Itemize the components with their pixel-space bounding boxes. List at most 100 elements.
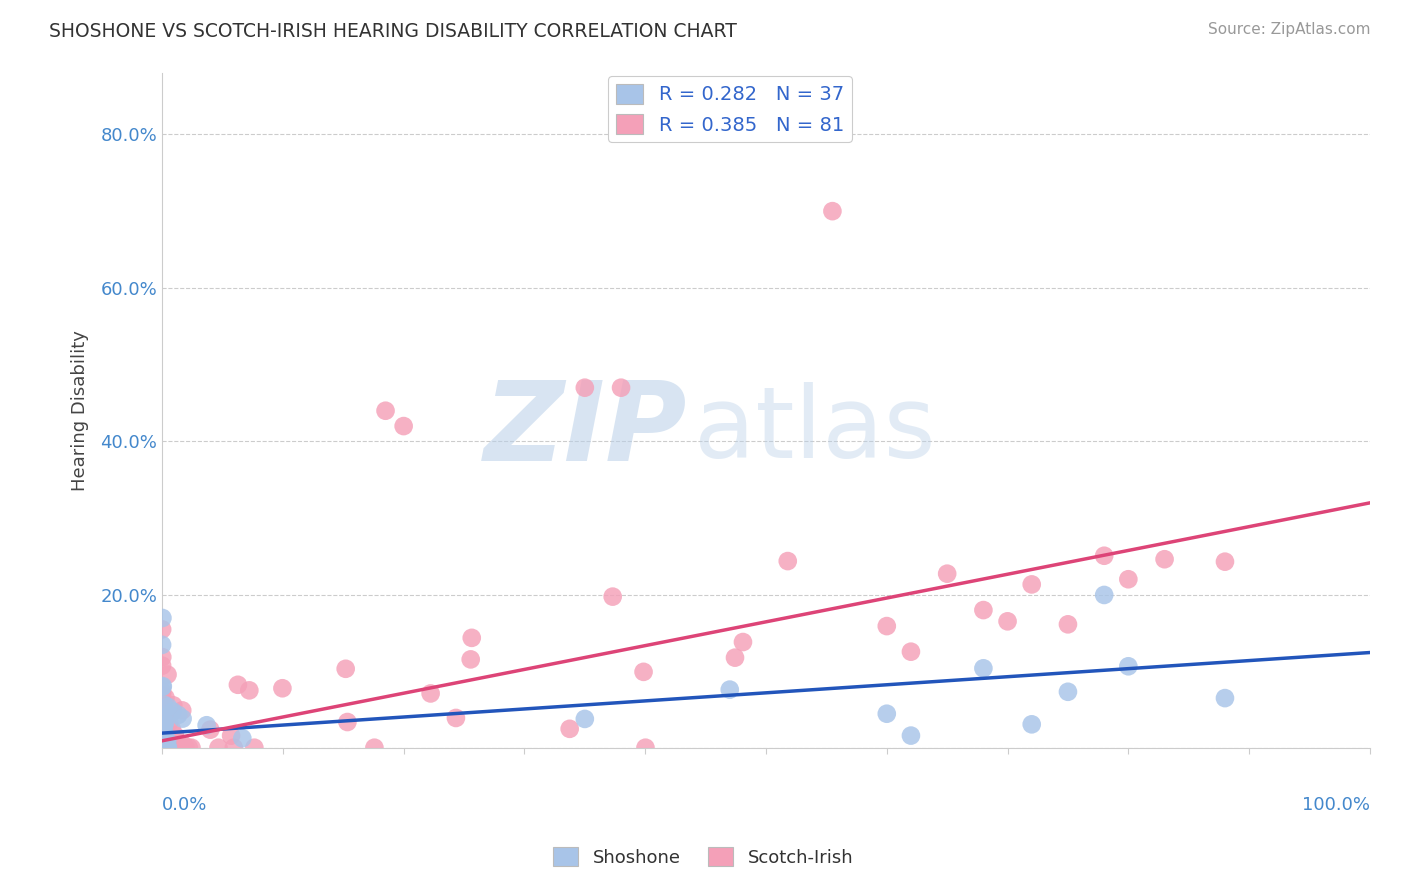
Point [156,730,179,744]
Point [419,686,441,700]
Point [900,645,922,659]
Point [177,740,200,755]
Point [150,740,173,755]
Point [1092,588,1115,602]
Point [153,740,176,755]
Point [936,566,959,581]
Point [150,722,173,736]
Point [602,590,624,604]
Point [1118,572,1140,586]
Point [610,381,633,395]
Point [1021,717,1043,731]
Point [152,679,174,693]
Point [1153,552,1175,566]
Text: atlas: atlas [693,383,935,480]
Point [156,738,179,752]
Point [156,740,179,755]
Point [731,635,754,649]
Point [574,712,596,726]
Point [152,715,174,730]
Point [226,678,249,692]
Point [574,381,596,395]
Point [150,695,173,709]
Point [167,707,190,722]
Point [997,615,1019,629]
Point [157,740,180,755]
Point [207,740,229,755]
Point [219,729,242,743]
Point [150,729,173,743]
Point [153,739,176,753]
Point [162,705,184,719]
Text: 100.0%: 100.0% [1302,796,1369,814]
Point [1021,577,1043,591]
Point [180,740,202,755]
Point [200,723,222,737]
Point [460,652,482,666]
Point [150,680,173,694]
Point [150,650,173,665]
Point [238,683,260,698]
Point [222,740,245,755]
Point [153,718,176,732]
Point [150,736,173,750]
Point [152,611,174,625]
Point [152,740,174,755]
Point [152,740,174,755]
Point [1057,617,1080,632]
Point [153,698,176,712]
Point [152,723,174,737]
Point [150,738,173,752]
Point [152,740,174,755]
Point [972,603,994,617]
Point [157,715,180,730]
Point [166,734,188,748]
Point [162,698,184,713]
Point [392,419,415,434]
Point [150,740,173,755]
Point [461,631,484,645]
Text: Source: ZipAtlas.com: Source: ZipAtlas.com [1208,22,1371,37]
Point [876,706,898,721]
Point [152,740,174,755]
Point [336,714,359,729]
Point [153,718,176,732]
Y-axis label: Hearing Disability: Hearing Disability [72,330,89,491]
Point [444,711,467,725]
Point [153,740,176,755]
Point [1092,549,1115,563]
Point [243,740,266,755]
Point [150,688,173,702]
Point [152,713,174,727]
Point [150,740,173,755]
Point [150,740,173,755]
Point [159,735,181,749]
Point [150,740,173,755]
Point [156,740,179,755]
Point [163,728,186,742]
Point [900,729,922,743]
Point [558,722,581,736]
Text: 0.0%: 0.0% [162,796,208,814]
Point [633,665,655,679]
Point [172,737,194,751]
Point [876,619,898,633]
Point [374,403,396,417]
Point [153,716,176,731]
Point [150,658,173,673]
Point [152,736,174,750]
Point [155,740,177,755]
Point [231,731,253,746]
Point [1213,555,1236,569]
Point [776,554,799,568]
Point [156,667,179,681]
Point [162,740,184,755]
Point [150,737,173,751]
Point [150,712,173,726]
Point [150,684,173,698]
Point [153,725,176,739]
Point [156,740,179,755]
Point [718,682,741,697]
Point [152,740,174,755]
Point [1057,685,1080,699]
